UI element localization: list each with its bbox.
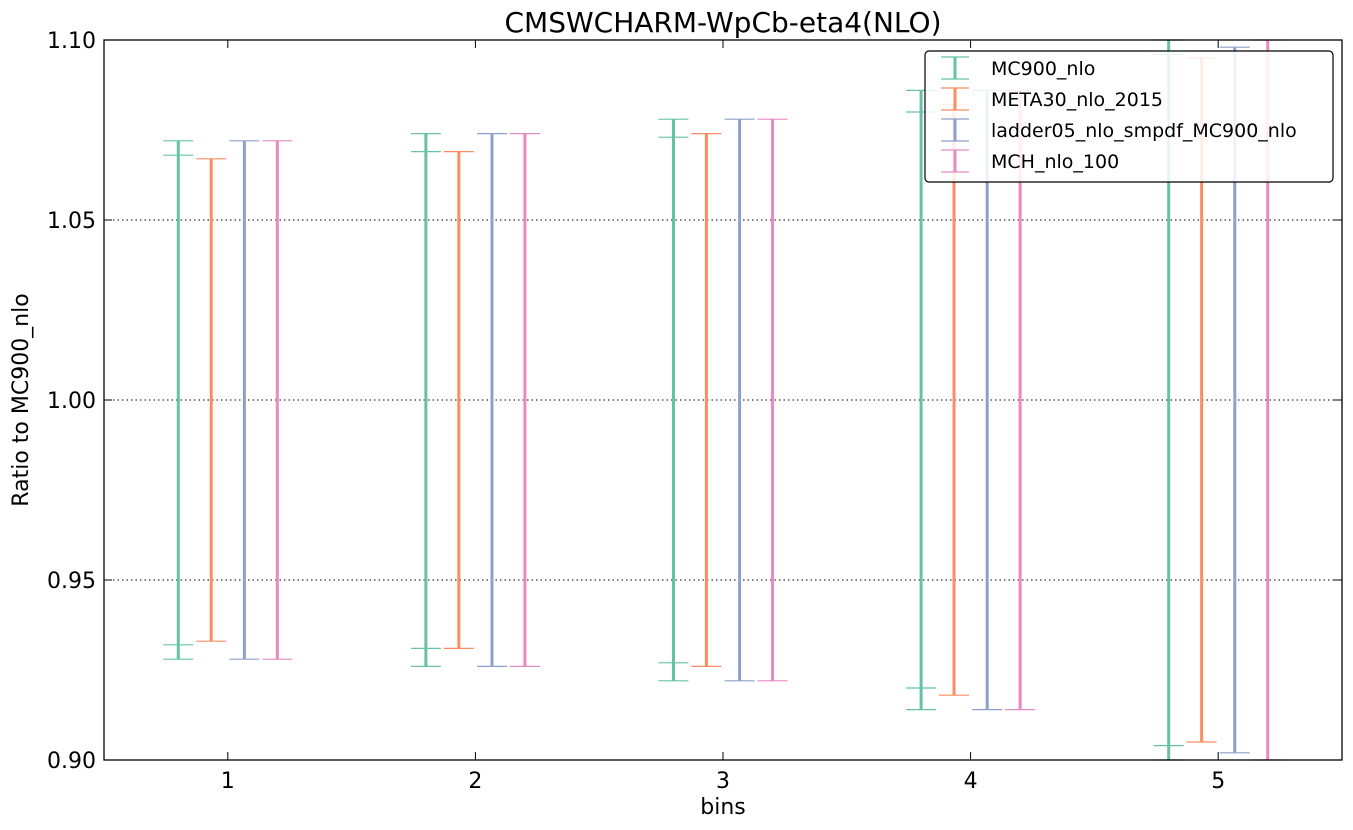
legend: MC900_nlo META30_nlo_2015 ladder05_nlo_smp… [924,50,1334,183]
y-tick-label-1.10: 1.10 [47,29,96,54]
legend-label-0: MC900_nlo [991,58,1095,80]
x-tick-label-2: 2 [468,769,482,794]
y-tick-label-1.00: 1.00 [47,389,96,414]
legend-label-1: META30_nlo_2015 [991,89,1163,111]
x-axis-label: bins [700,795,745,820]
x-tick-label-5: 5 [1211,769,1225,794]
y-tick-label-1.05: 1.05 [47,209,96,234]
grid-lines [104,219,1342,581]
y-tick-label-0.95: 0.95 [47,569,96,594]
x-tick-label-4: 4 [964,769,978,794]
x-tick-label-1: 1 [221,769,235,794]
y-axis-label: Ratio to MC900_nlo [9,293,34,506]
legend-label-2: ladder05_nlo_smpdf_MC900_nlo [991,120,1297,142]
legend-box [924,50,1334,183]
legend-label-3: MCH_nlo_100 [991,151,1119,173]
axis-ticks: 0.90 0.95 1.00 1.05 1.10 1 2 3 4 5 [47,29,1342,794]
chart-title: CMSWCHARM-WpCb-eta4(NLO) [504,6,941,39]
y-tick-label-0.90: 0.90 [47,749,96,774]
x-tick-label-3: 3 [716,769,730,794]
